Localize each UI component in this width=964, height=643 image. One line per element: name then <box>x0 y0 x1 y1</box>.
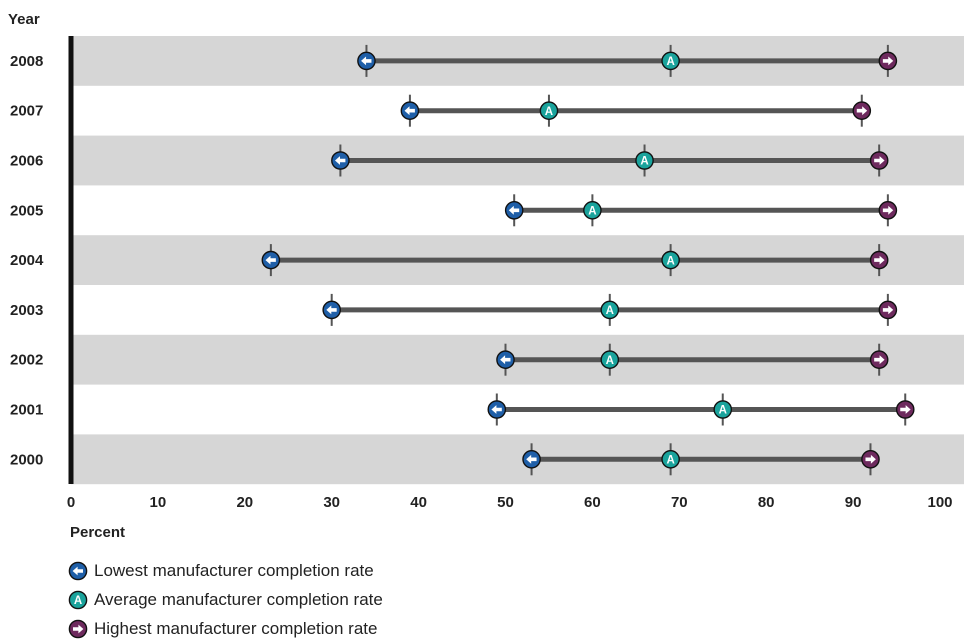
svg-text:A: A <box>588 206 596 218</box>
lowest-point <box>522 449 541 469</box>
legend-label-average: Average manufacturer completion rate <box>94 589 383 609</box>
svg-text:A: A <box>606 305 614 317</box>
lowest-point <box>357 51 376 71</box>
legend-item-highest: Highest manufacturer completion rate <box>68 614 383 643</box>
average-point: A <box>600 300 620 320</box>
average-point: A <box>600 350 620 370</box>
highest-point <box>878 201 898 220</box>
range-row: A <box>261 244 889 277</box>
lowest-point <box>496 350 515 370</box>
highest-point <box>869 151 889 170</box>
lowest-point <box>400 101 420 120</box>
highest-point <box>878 300 898 320</box>
highest-point <box>869 350 889 370</box>
highest-point <box>852 101 872 120</box>
x-tick-label: 80 <box>758 494 775 511</box>
x-tick-label: 90 <box>845 494 862 511</box>
x-tick-label: 20 <box>236 494 253 511</box>
y-tick-label: 2006 <box>10 153 43 170</box>
lowest-point <box>504 201 524 220</box>
y-tick-label: 2005 <box>10 202 43 219</box>
highest-point <box>895 400 915 419</box>
range-chart: Year 20082007200620052004200320022001200… <box>8 11 964 541</box>
average-point: A <box>583 201 602 220</box>
range-row: A <box>487 393 915 426</box>
svg-text:A: A <box>606 355 614 367</box>
average-point: A <box>635 151 654 170</box>
lowest-point <box>331 151 350 170</box>
range-row: A <box>357 44 898 77</box>
highest-point <box>869 250 889 270</box>
x-tick-label: 30 <box>323 494 340 511</box>
y-tick-label: 2001 <box>10 402 43 419</box>
y-tick-labels: 2008 2007 2006 2005 2004 2003 2002 2001 2000 <box>10 53 44 468</box>
svg-text:A: A <box>640 156 648 168</box>
x-axis-title: Percent <box>70 524 125 541</box>
x-tick-label: 0 <box>67 494 75 511</box>
y-tick-label: 2003 <box>10 302 43 319</box>
x-tick-label: 60 <box>584 494 601 511</box>
average-point: A <box>661 250 680 270</box>
x-tick-label: 40 <box>410 494 427 511</box>
range-row: A <box>496 343 889 376</box>
lowest-point <box>487 400 507 419</box>
x-tick-label: 50 <box>497 494 514 511</box>
average-point: A <box>661 449 680 469</box>
legend-label-lowest: Lowest manufacturer completion rate <box>94 560 374 580</box>
average-point: A <box>713 400 733 419</box>
svg-text:A: A <box>666 255 674 267</box>
y-tick-label: 2002 <box>10 352 43 369</box>
y-tick-label: 2004 <box>10 252 44 269</box>
average-a-icon: A <box>68 590 88 609</box>
range-row: A <box>400 94 872 127</box>
y-axis-title: Year <box>8 11 40 28</box>
x-tick-labels: 0 10 20 30 40 50 60 70 80 90 100 <box>67 494 953 511</box>
lowest-point <box>322 300 342 320</box>
range-row: A <box>522 443 880 476</box>
svg-text:A: A <box>545 106 553 118</box>
right-arrow-icon <box>68 619 88 638</box>
range-rows: A A A A A A A A A <box>261 44 915 476</box>
range-row: A <box>331 144 889 177</box>
legend-item-average: A Average manufacturer completion rate <box>68 585 383 614</box>
average-point: A <box>661 51 680 71</box>
x-tick-label: 70 <box>671 494 688 511</box>
legend-label-highest: Highest manufacturer completion rate <box>94 618 378 638</box>
x-tick-label: 100 <box>927 494 952 511</box>
legend: Lowest manufacturer completion rate A Av… <box>68 556 383 643</box>
legend-item-lowest: Lowest manufacturer completion rate <box>68 556 383 585</box>
x-tick-label: 10 <box>150 494 167 511</box>
svg-text:A: A <box>666 455 674 467</box>
svg-text:A: A <box>719 405 727 417</box>
highest-point <box>878 51 898 71</box>
range-row: A <box>504 194 898 227</box>
svg-text:A: A <box>74 595 82 607</box>
y-tick-label: 2007 <box>10 103 43 120</box>
y-tick-label: 2008 <box>10 53 43 70</box>
y-tick-label: 2000 <box>10 451 43 468</box>
highest-point <box>861 449 880 469</box>
range-row: A <box>322 293 898 326</box>
lowest-point <box>261 250 281 270</box>
svg-text:A: A <box>666 56 674 68</box>
left-arrow-icon <box>68 561 88 580</box>
average-point: A <box>539 101 559 120</box>
